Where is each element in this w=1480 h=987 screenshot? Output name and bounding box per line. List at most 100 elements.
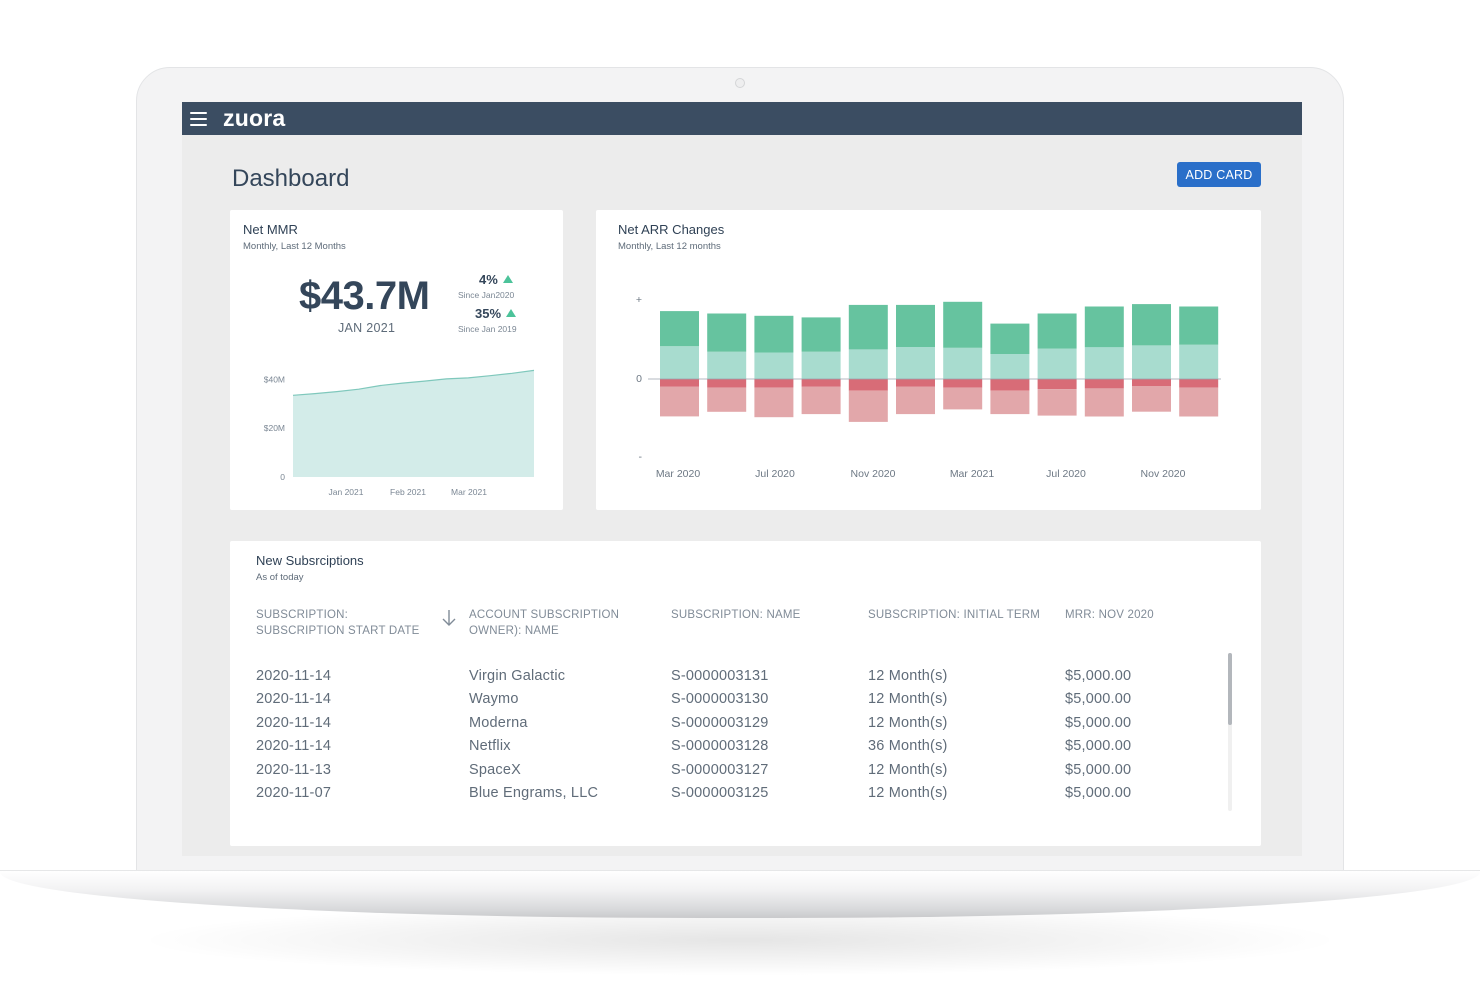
table-row[interactable]: 2020-11-14 Virgin Galactic S-0000003131 12 … <box>256 668 1196 691</box>
y-tick-label: + <box>636 294 642 306</box>
bar-segment <box>990 354 1030 379</box>
column-header-subscription-name[interactable]: SUBSCRIPTION: NAME <box>671 609 801 621</box>
bar-segment <box>1132 345 1171 379</box>
bar-segment <box>896 386 935 415</box>
x-tick-label: Jan 2021 <box>329 487 364 497</box>
bar-segment <box>943 347 983 379</box>
table-row[interactable]: 2020-11-14 Netflix S-0000003128 36 Month(s)… <box>256 738 1196 761</box>
card-subtitle: Monthly, Last 12 months <box>618 241 721 252</box>
bar-segment <box>660 346 699 379</box>
table-row[interactable]: 2020-11-13 SpaceX S-0000003127 12 Month(s) $… <box>256 762 1196 785</box>
x-tick-label: Mar 2021 <box>451 487 487 497</box>
delta-value: 35% <box>475 306 502 321</box>
bar-segment <box>848 304 888 350</box>
top-navigation-bar: zuora <box>182 102 1302 135</box>
bar-segment <box>1179 306 1219 345</box>
mmr-value: $43.7M <box>299 274 430 318</box>
cell-mrr: $5,000.00 <box>1065 738 1132 755</box>
app-screen: zuora Dashboard ADD CARD Net MMR Monthly… <box>182 102 1302 856</box>
delta-since-label: Since Jan2020 <box>458 290 515 300</box>
bar-segment <box>896 347 935 379</box>
column-header-start-date[interactable]: SUBSCRIPTION: SUBSCRIPTION START DATE <box>256 609 420 637</box>
bar-segment <box>801 379 841 387</box>
bar-segment <box>990 323 1030 354</box>
up-triangle-icon <box>502 275 513 283</box>
bar-segment <box>1037 348 1077 379</box>
bar-segment <box>1084 306 1124 348</box>
y-tick-label: $20M <box>264 423 285 433</box>
bar-segment <box>990 390 1030 415</box>
bar-segment <box>1084 347 1124 379</box>
cell-account-owner: Netflix <box>469 738 511 755</box>
bar-segment <box>754 315 794 353</box>
cell-start-date: 2020-11-14 <box>256 714 332 731</box>
bar-segment <box>848 390 888 422</box>
cell-subscription-name: S-0000003131 <box>671 668 769 684</box>
card-subtitle: Monthly, Last 12 Months <box>243 241 346 252</box>
bar-segment <box>660 311 699 347</box>
cell-subscription-name: S-0000003125 <box>671 785 769 801</box>
hamburger-menu-icon[interactable] <box>190 111 207 126</box>
cell-account-owner: SpaceX <box>469 761 521 778</box>
cell-start-date: 2020-11-14 <box>256 668 332 684</box>
x-tick-label: Nov 2020 <box>851 468 896 480</box>
table-row[interactable]: 2020-11-07 Blue Engrams, LLC S-0000003125 1… <box>256 785 1196 808</box>
card-subtitle: As of today <box>256 572 304 583</box>
bar-segment <box>754 352 794 379</box>
cell-start-date: 2020-11-13 <box>256 761 332 778</box>
bar-segment <box>1037 389 1077 416</box>
delta-since-jan-2019: 35% <box>475 306 517 321</box>
cell-start-date: 2020-11-07 <box>256 785 332 801</box>
bar-segment <box>754 379 794 388</box>
up-triangle-icon <box>506 309 517 317</box>
bar-segment <box>707 387 747 412</box>
table-row[interactable]: 2020-11-14 Moderna S-0000003129 12 Month(s)… <box>256 715 1196 738</box>
cell-mrr: $5,000.00 <box>1065 691 1132 708</box>
x-tick-label: Jul 2020 <box>1046 468 1086 480</box>
column-header-initial-term[interactable]: SUBSCRIPTION: INITIAL TERM <box>868 609 1040 621</box>
bar-segment <box>1179 387 1219 417</box>
cell-subscription-name: S-0000003130 <box>671 691 769 708</box>
cell-subscription-name: S-0000003127 <box>671 761 769 778</box>
bar-segment <box>1132 304 1171 346</box>
column-header-account-owner[interactable]: ACCOUNT SUBSCRIPTION OWNER): NAME <box>469 609 620 637</box>
bar-segment <box>801 386 841 415</box>
column-header-mrr[interactable]: MRR: NOV 2020 <box>1065 609 1154 621</box>
bar-segment <box>754 387 794 418</box>
bar-segment <box>1132 379 1171 386</box>
y-tick-label: $40M <box>264 374 285 384</box>
y-tick-label: - <box>639 451 643 463</box>
cell-account-owner: Virgin Galactic <box>469 668 566 684</box>
cell-initial-term: 12 Month(s) <box>868 714 948 731</box>
new-subscriptions-card[interactable]: New Subsrciptions As of today SUBSCRIPTI… <box>230 541 1261 846</box>
add-card-button[interactable]: ADD CARD <box>1177 162 1261 187</box>
net-arr-bar-chart: +0 - Mar 2020 Jul 2020 Nov 2020 Mar 2021 Jul 2… <box>636 294 1221 480</box>
cell-account-owner: Moderna <box>469 714 528 731</box>
bar-segment <box>801 317 841 352</box>
card-title: Net ARR Changes <box>618 222 725 237</box>
table-row[interactable]: 2020-11-14 Waymo S-0000003130 12 Month(s) $5… <box>256 691 1196 714</box>
mmr-date: JAN 2021 <box>338 321 396 335</box>
bar-segment <box>1084 379 1124 389</box>
area-fill <box>293 370 534 477</box>
cell-account-owner: Waymo <box>469 691 519 708</box>
sort-arrow-down-icon[interactable] <box>441 609 457 627</box>
scrollbar-thumb[interactable] <box>1228 653 1232 725</box>
net-arr-changes-card[interactable]: Net ARR Changes Monthly, Last 12 months … <box>596 210 1261 510</box>
bar-segment <box>707 351 747 379</box>
cell-subscription-name: S-0000003129 <box>671 714 769 731</box>
x-tick-label: Mar 2020 <box>656 468 701 480</box>
bar-segment <box>1084 388 1124 417</box>
bar-segment <box>1179 379 1219 388</box>
camera-icon <box>735 78 745 88</box>
x-tick-label: Jul 2020 <box>755 468 795 480</box>
x-tick-label: Mar 2021 <box>950 468 995 480</box>
net-mmr-card[interactable]: Net MMR Monthly, Last 12 Months $43.7M J… <box>230 210 563 510</box>
bar-segment <box>848 349 888 379</box>
bar-segment <box>1037 379 1077 390</box>
scrollbar-track[interactable] <box>1228 653 1232 811</box>
zuora-logo[interactable]: zuora <box>223 105 286 131</box>
cell-start-date: 2020-11-14 <box>256 691 332 708</box>
cell-mrr: $5,000.00 <box>1065 761 1132 778</box>
bar-segment <box>1132 386 1171 412</box>
